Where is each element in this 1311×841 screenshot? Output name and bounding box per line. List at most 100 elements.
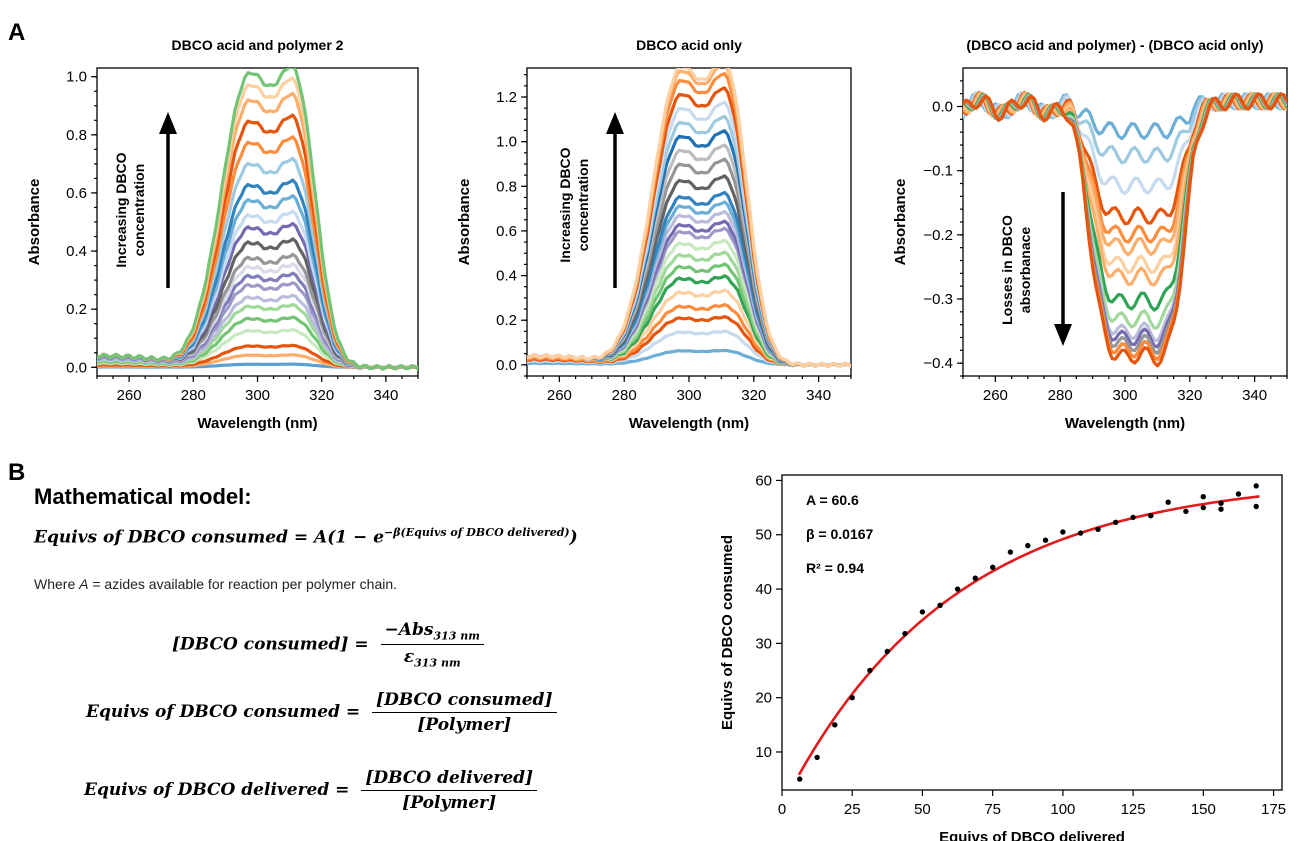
data-point bbox=[902, 630, 908, 637]
x-tick-label: 320 bbox=[741, 387, 766, 404]
model-equation-3: Equivs of DBCO consumed = [DBCO consumed… bbox=[86, 690, 557, 735]
x-tick-label: 340 bbox=[1242, 387, 1267, 404]
spectrum-series bbox=[527, 274, 851, 368]
model-equation-2: [DBCO consumed] = −Abs313 nm ε313 nm bbox=[172, 620, 484, 670]
x-tick-label: 340 bbox=[373, 387, 398, 404]
spectrum-series bbox=[527, 288, 851, 368]
arrow-head bbox=[606, 112, 624, 134]
data-point bbox=[1200, 504, 1207, 511]
data-point bbox=[954, 586, 961, 592]
x-axis-label: Wavelength (nm) bbox=[197, 415, 317, 432]
data-point bbox=[1077, 530, 1084, 536]
spectrum-series bbox=[97, 252, 418, 371]
spectrum-series bbox=[97, 262, 418, 371]
difference-series bbox=[963, 92, 1287, 368]
plot-frame bbox=[781, 474, 1283, 791]
annotation-line: concentration bbox=[575, 159, 591, 252]
eq3-lhs: Equivs of DBCO consumed = bbox=[86, 702, 361, 722]
x-tick-label: 125 bbox=[1121, 801, 1146, 818]
y-tick-label: 50 bbox=[755, 527, 772, 544]
series-group bbox=[963, 90, 1287, 368]
y-tick-label: 0.4 bbox=[66, 243, 87, 260]
data-point bbox=[1218, 506, 1224, 512]
eq4-lhs: Equivs of DBCO delivered = bbox=[84, 780, 350, 800]
arrow-head bbox=[159, 112, 177, 134]
y-tick-label: 60 bbox=[755, 472, 772, 489]
y-tick-label: −0.2 bbox=[923, 227, 953, 244]
y-axis-label: Absorbance bbox=[892, 179, 909, 266]
data-point bbox=[1183, 508, 1189, 515]
data-point bbox=[990, 564, 996, 570]
y-tick-label: −0.4 bbox=[923, 355, 953, 372]
x-axis-label: Wavelength (nm) bbox=[629, 415, 749, 432]
x-axis-label: Wavelength (nm) bbox=[1065, 415, 1185, 432]
x-tick-label: 300 bbox=[245, 387, 270, 404]
spectrum-series bbox=[97, 68, 418, 371]
data-point bbox=[1007, 549, 1014, 555]
y-axis-label: Absorbance bbox=[456, 179, 473, 266]
data-point bbox=[1253, 483, 1259, 489]
y-axis-label: Absorbance bbox=[26, 179, 43, 266]
data-point bbox=[1060, 529, 1066, 535]
y-tick-label: 10 bbox=[755, 744, 772, 761]
x-tick-label: 0 bbox=[778, 801, 786, 818]
stat-r2: R² = 0.94 bbox=[806, 560, 864, 576]
x-tick-label: 280 bbox=[1048, 387, 1073, 404]
y-tick-label: 1.0 bbox=[66, 69, 87, 86]
annotation-line: Increasing DBCO bbox=[113, 152, 129, 267]
x-axis-label: Equivs of DBCO delivered bbox=[939, 829, 1125, 841]
panel-label-a: A bbox=[8, 19, 25, 46]
data-point bbox=[919, 609, 926, 615]
chart-title: DBCO acid only bbox=[636, 37, 742, 53]
y-tick-label: 0.6 bbox=[496, 223, 517, 240]
eq2-lhs: [DBCO consumed] = bbox=[172, 634, 369, 655]
spectrum-series bbox=[527, 238, 851, 368]
model-title: Mathematical model: bbox=[34, 484, 252, 509]
data-point bbox=[797, 776, 803, 782]
eq1-rhs: = A(1 − e bbox=[293, 527, 385, 548]
y-tick-label: −0.3 bbox=[923, 291, 953, 308]
eq4-fraction: [DBCO delivered] [Polymer] bbox=[361, 768, 538, 813]
spectra-acid-only-chart: 260 280 300 320 340 0.0 0.2 0.4 0.6 0.8 1.0 1.2 Wave… bbox=[456, 37, 852, 432]
data-point bbox=[1113, 519, 1119, 525]
x-tick-label: 260 bbox=[547, 387, 572, 404]
data-point bbox=[937, 602, 943, 608]
y-tick-label: 0.8 bbox=[66, 127, 87, 144]
model-where-note: Where A = azides available for reaction … bbox=[34, 576, 398, 592]
y-tick-label: −0.1 bbox=[923, 163, 953, 180]
y-tick-label: 0.4 bbox=[496, 268, 517, 285]
y-tick-label: 0.0 bbox=[932, 99, 953, 116]
x-tick-label: 25 bbox=[844, 801, 861, 818]
spectrum-series bbox=[527, 68, 851, 368]
where-variable: A bbox=[79, 576, 89, 592]
x-tick-label: 260 bbox=[117, 387, 142, 404]
eq3-fraction: [DBCO consumed] [Polymer] bbox=[372, 690, 557, 735]
data-point bbox=[849, 695, 855, 701]
annotation-line: Increasing DBCO bbox=[557, 147, 573, 262]
eq1-lhs: Equivs of DBCO consumed bbox=[34, 527, 288, 548]
spectra-difference-chart: 260 280 300 320 340 0.0 −0.1 −0.2 −0.3 −0.4 Wavele… bbox=[892, 37, 1288, 432]
chart-title: (DBCO acid and polymer) - (DBCO acid onl… bbox=[966, 37, 1263, 53]
y-tick-label: 0.2 bbox=[66, 301, 87, 318]
spectrum-series bbox=[527, 303, 851, 368]
spectra-polymer-chart: 260 280 300 320 340 0.0 0.2 0.4 0.6 0.8 1.0 Wavelen… bbox=[26, 37, 419, 432]
y-tick-label: 0.8 bbox=[496, 178, 517, 195]
annotation-line: Losses in DBCO bbox=[999, 215, 1015, 325]
data-point bbox=[867, 667, 873, 674]
model-equation-1: Equivs of DBCO consumed = A(1 − e−β(Equi… bbox=[34, 526, 578, 548]
y-tick-label: 1.2 bbox=[496, 89, 517, 106]
y-tick-label: 0.0 bbox=[66, 359, 87, 376]
data-point bbox=[1095, 526, 1101, 532]
annotation-line: concentration bbox=[131, 164, 147, 257]
x-tick-label: 150 bbox=[1191, 801, 1216, 818]
data-point bbox=[884, 648, 890, 655]
x-tick-label: 340 bbox=[806, 387, 831, 404]
data-point bbox=[1218, 500, 1224, 506]
fit-curve bbox=[797, 495, 1260, 776]
data-point bbox=[972, 575, 978, 581]
x-tick-label: 260 bbox=[983, 387, 1008, 404]
x-tick-label: 75 bbox=[984, 801, 1001, 818]
stat-a: A = 60.6 bbox=[806, 492, 859, 508]
model-equation-4: Equivs of DBCO delivered = [DBCO deliver… bbox=[84, 768, 538, 813]
arrow-head bbox=[1054, 324, 1072, 346]
